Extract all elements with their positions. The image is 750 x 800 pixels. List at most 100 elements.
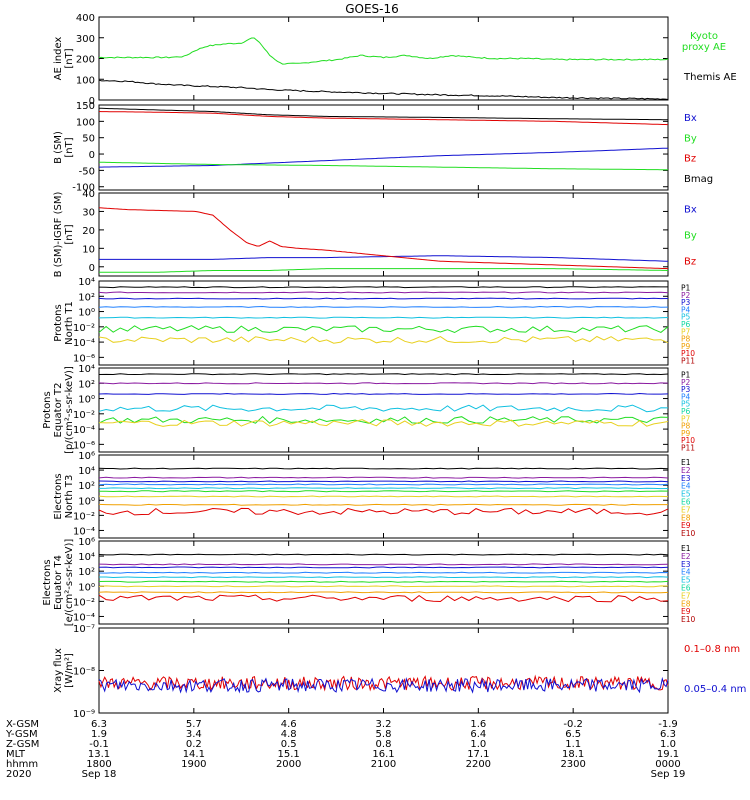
- series-line-p3: [98, 297, 669, 300]
- x-row-label: hhmm: [6, 759, 38, 770]
- legend-themis: Themis AE: [683, 72, 737, 83]
- x-col-value: 0.8: [376, 739, 392, 750]
- series-line-e5: [99, 576, 669, 579]
- y-axis-label-line: North T3: [64, 475, 75, 519]
- legend-p10: P10: [681, 349, 695, 358]
- legend-by: By: [684, 133, 697, 144]
- x-col-value: 16.1: [372, 749, 394, 760]
- series-line-0-05-0-4-nm: [98, 676, 669, 694]
- panel-frame: [98, 627, 669, 714]
- x-col-value: 2300: [560, 759, 585, 770]
- x-col-value: 1800: [86, 759, 111, 770]
- y-tick-label: 40: [82, 189, 95, 200]
- legend-e4: E4: [681, 568, 691, 577]
- legend-p6: P6: [681, 407, 691, 416]
- y-tick-label: 30: [82, 207, 95, 218]
- x-col-value: 15.1: [278, 749, 300, 760]
- series-line-e9: [98, 594, 669, 603]
- y-tick-label: 10⁶: [78, 451, 95, 462]
- y-tick-label: 10⁶: [78, 537, 95, 548]
- panel-frame: [98, 367, 669, 453]
- panel-frame: [98, 192, 669, 277]
- legend-p4: P4: [681, 305, 691, 314]
- y-axis-label-line: [nT]: [64, 137, 75, 157]
- series-line-bz: [98, 207, 669, 270]
- x-col-value: 19.1: [657, 749, 679, 760]
- y-axis-label-line: B (SM)-IGRF (SM): [53, 192, 64, 278]
- y-axis-label-line: North T1: [64, 301, 75, 345]
- legend-p2: P2: [681, 378, 691, 387]
- series-line-e4: [98, 571, 669, 574]
- legend-bmag: Bmag: [684, 174, 713, 185]
- legend-e3: E3: [681, 560, 691, 569]
- legend-p9: P9: [681, 342, 691, 351]
- series-line-e3: [98, 566, 669, 569]
- series-line-e7: [98, 495, 669, 498]
- y-axis-label-line: [W/m²]: [64, 653, 75, 688]
- legend-p1: P1: [681, 371, 691, 380]
- y-tick-label: 10⁻⁴: [73, 526, 95, 537]
- series-line-e7: [98, 585, 669, 588]
- panel-bigrf: 40 30 20 10 0 B (SM)-IGRF (SM)[nT] Bx By Bz: [53, 189, 697, 277]
- y-tick-label: 10²: [78, 481, 95, 492]
- x-col-value: Sep 19: [651, 769, 686, 780]
- x-col-value: 18.1: [562, 749, 584, 760]
- series-line-kyoto-proxy-ae: [98, 37, 669, 65]
- legend-e3: E3: [681, 474, 691, 483]
- x-col-value: 14.1: [183, 749, 205, 760]
- y-tick-label: 10⁴: [78, 277, 95, 288]
- series-line-themis-ae: [98, 79, 669, 100]
- y-tick-label: 100: [76, 117, 95, 128]
- legend-e6: E6: [681, 497, 691, 506]
- x-col-value: 2200: [466, 759, 491, 770]
- x-row-label: MLT: [6, 749, 26, 760]
- x-col-value: 1.6: [470, 719, 486, 730]
- x-col-value: 1.1: [565, 739, 581, 750]
- legend-by: By: [684, 231, 697, 242]
- x-col-value: -1.9: [658, 719, 678, 730]
- x-col-value: 0.2: [186, 739, 202, 750]
- y-axis-label-line: Electrons: [53, 473, 64, 519]
- y-tick-label: 100: [76, 75, 95, 86]
- y-axis-label-line: AE index: [53, 37, 64, 81]
- y-tick-label: 10⁻⁴: [73, 612, 95, 623]
- x-axis-table: X-GSMY-GSMZ-GSMMLThhmm20206.31.9-0.113.1…: [5, 719, 685, 780]
- y-axis-label-line: [e/(cm²-s-sr-keV)]: [64, 539, 75, 627]
- x-col-value: 17.1: [467, 749, 489, 760]
- legend-e9: E9: [681, 521, 691, 530]
- y-tick-label: 10: [82, 244, 95, 255]
- legend-e8: E8: [681, 599, 691, 608]
- legend-p5: P5: [681, 400, 691, 409]
- y-axis-label-line: Protons: [53, 304, 64, 341]
- y-tick-label: -50: [79, 166, 95, 177]
- legend-e5: E5: [681, 576, 691, 585]
- series-line-p5: [98, 415, 669, 424]
- x-col-value: -0.2: [563, 719, 583, 730]
- series-line-p2: [98, 291, 669, 294]
- y-tick-label: 10⁻²: [73, 511, 95, 522]
- legend-xray-short: 0.05–0.4 nm: [684, 684, 746, 695]
- legend-e10: E10: [681, 615, 696, 624]
- y-tick-label: 50: [82, 134, 95, 145]
- legend-p2: P2: [681, 291, 691, 300]
- series-line-p2: [98, 382, 669, 385]
- x-col-value: 4.8: [281, 729, 297, 740]
- y-tick-label: 10⁴: [78, 466, 95, 477]
- panel-frame: [98, 104, 669, 191]
- legend-kyoto-line: Kyoto: [690, 31, 718, 42]
- x-col-value: 1.9: [91, 729, 107, 740]
- series-line-bmag: [99, 107, 668, 121]
- x-col-value: Sep 18: [82, 769, 117, 780]
- y-tick-label: 10⁰: [78, 496, 95, 507]
- x-col-value: 6.5: [565, 729, 581, 740]
- x-row-label: Z-GSM: [6, 739, 39, 750]
- legend-p4: P4: [681, 392, 691, 401]
- x-col-value: 6.3: [91, 719, 107, 730]
- series-line-e1: [98, 467, 669, 470]
- legend-p8: P8: [681, 335, 691, 344]
- y-tick-label: 10⁻⁶: [73, 353, 95, 364]
- series-line-bx: [99, 255, 668, 262]
